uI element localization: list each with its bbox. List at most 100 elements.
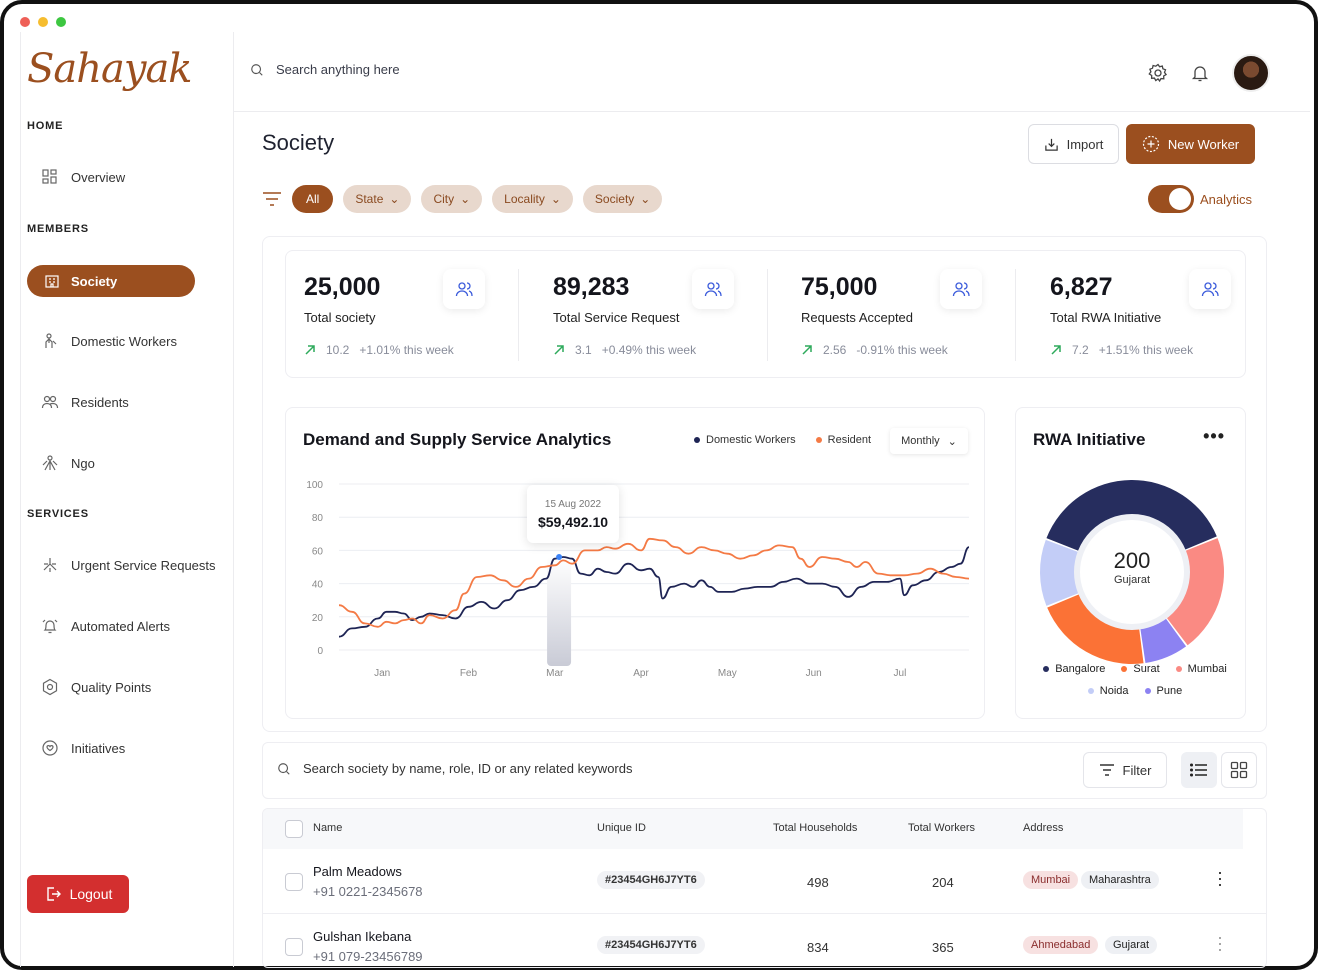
top-bar: Search anything here [234,32,1310,112]
users-badge [692,269,734,309]
y-tick-label: 60 [312,546,324,557]
select-all-checkbox[interactable] [285,820,303,838]
legend-pune[interactable]: Pune [1144,685,1182,697]
col-total-households[interactable]: Total Households [773,822,858,834]
list-view-button[interactable] [1181,752,1217,788]
filter-chip-society[interactable]: Society ⌄ [582,185,663,213]
logout-button[interactable]: Logout [27,875,129,913]
top-actions [1148,54,1270,92]
minimize-dot[interactable] [38,17,48,27]
row-more-icon[interactable]: · · · [1217,927,1223,959]
maximize-dot[interactable] [56,17,66,27]
sidebar-item-domestic-workers[interactable]: Domestic Workers [41,332,177,350]
sidebar-item-urgent-service-requests[interactable]: Urgent Service Requests [41,556,216,574]
import-label: Import [1066,136,1104,152]
bell-icon[interactable] [1190,63,1210,83]
sidebar-item-automated-alerts[interactable]: Automated Alerts [41,617,170,635]
donut-chart [1040,479,1224,664]
row-checkbox[interactable] [285,938,303,956]
stat-value: 6,827 [1050,273,1113,301]
legend-swatch [1121,666,1128,672]
gear-icon[interactable] [1148,63,1168,83]
grid-view-button[interactable] [1221,752,1257,788]
arrow-up-right-icon [554,345,564,355]
col-name[interactable]: Name [313,822,343,834]
filter-button[interactable]: Filter [1083,752,1167,788]
sidebar-item-label: Quality Points [71,679,152,695]
users-badge [443,269,485,309]
sidebar: Sahayak HOME Overview MEMBERS Society Do… [20,32,234,967]
chart-title: Demand and Supply Service Analytics [303,430,612,449]
sidebar-item-overview[interactable]: Overview [41,168,125,186]
y-tick-label: 80 [312,513,324,524]
stat-label: Total Service Request [553,310,680,325]
chevron-down-icon: ⌄ [947,435,957,448]
donut-slice-mumbai [1165,538,1224,646]
legend-label: Surat [1133,663,1160,675]
col-unique-id[interactable]: Unique ID [597,822,646,834]
analytics-toggle[interactable]: Analytics [1148,185,1252,213]
table-search-input[interactable]: Search society by name, role, ID or any … [303,761,633,776]
row-checkbox[interactable] [285,873,303,891]
legend-mumbai[interactable]: Mumbai [1175,663,1227,675]
row-workers: 204 [932,875,954,890]
arrow-up-right-icon [305,345,315,355]
y-tick-label: 20 [312,613,324,624]
legend-noida[interactable]: Noida [1087,685,1129,697]
avatar[interactable] [1232,54,1270,92]
sidebar-item-residents[interactable]: Residents [41,393,129,411]
filter-chip-all[interactable]: All [292,185,334,213]
period-select[interactable]: Monthly ⌄ [890,428,968,454]
rwa-initiative-card: RWA Initiative ••• 200 Gujarat Bangalore… [1015,407,1246,719]
table-row[interactable]: Palm Meadows +91 0221-2345678 #23454GH6J… [263,849,1266,914]
x-tick-label: Mar [546,668,564,679]
legend-label: Mumbai [1187,663,1227,675]
users-badge [1189,269,1231,309]
global-search[interactable]: Search anything here [250,62,400,77]
stat-trend: 10.2 +1.01% this week [304,343,454,357]
filter-lines-icon[interactable] [262,191,282,207]
donut-hole [1074,514,1190,630]
import-button[interactable]: Import [1028,124,1119,164]
stat-trend: 7.2 +1.51% this week [1050,343,1193,357]
col-address[interactable]: Address [1023,822,1064,834]
stat-delta: 2.56 [823,343,847,357]
table-row[interactable]: Gulshan Ikebana +91 079-23456789 #23454G… [263,914,1266,967]
filter-chip-city[interactable]: City ⌄ [421,185,483,213]
series-line-domestic-workers [338,546,970,638]
table-search[interactable]: Search society by name, role, ID or any … [277,761,632,776]
sidebar-item-ngo[interactable]: Ngo [41,454,95,472]
row-more-icon[interactable]: · · · [1217,862,1223,894]
x-tick-label: Jul [894,668,907,679]
donut-center-label: Gujarat [1113,574,1151,586]
legend-surat[interactable]: Surat [1121,663,1160,675]
logout-icon [46,887,61,901]
toggle-switch[interactable] [1148,185,1194,213]
col-total-workers[interactable]: Total Workers [908,822,976,834]
filter-chip-locality[interactable]: Locality ⌄ [492,185,573,213]
table-header: Name Unique ID Total Households Total Wo… [263,809,1243,849]
close-dot[interactable] [20,17,30,27]
demand-supply-chart-card: Demand and Supply Service Analytics Dome… [285,407,985,719]
row-workers: 365 [932,940,954,955]
legend-swatch [1043,666,1050,672]
list-icon [1190,763,1207,777]
sidebar-item-initiatives[interactable]: Initiatives [41,739,125,757]
tooltip-value: $59,492.10 [537,514,609,530]
legend-resident[interactable]: Resident [815,434,871,446]
sidebar-item-society[interactable]: Society [27,265,195,297]
legend-domestic-workers[interactable]: Domestic Workers [694,434,796,446]
legend-bangalore[interactable]: Bangalore [1043,663,1105,675]
app-logo[interactable]: Sahayak [27,46,193,92]
users-icon [41,395,59,409]
y-tick-label: 0 [317,646,323,657]
sidebar-item-quality-points[interactable]: Quality Points [41,678,151,696]
filter-chip-state[interactable]: State ⌄ [343,185,412,213]
row-unique-id: #23454GH6J7YT6 [597,936,705,954]
legend-swatch [1087,688,1094,694]
search-input[interactable]: Search anything here [276,62,400,77]
new-worker-button[interactable]: New Worker [1126,124,1255,164]
more-options-icon[interactable]: ••• [1203,426,1225,446]
highlight-bar [547,557,572,666]
users-icon [1201,282,1219,297]
